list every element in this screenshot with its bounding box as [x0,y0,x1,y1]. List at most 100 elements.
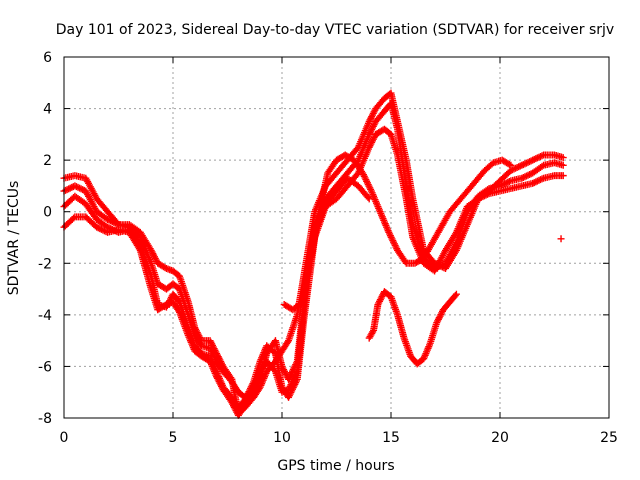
data-points [60,89,567,419]
data-point [515,163,523,171]
data-point [68,183,76,191]
data-point [451,292,459,300]
data-point [65,185,73,193]
data-point [502,179,510,187]
data-point [519,161,527,169]
data-point [521,173,529,181]
data-point [524,171,532,179]
data-point [559,172,567,180]
data-point [72,183,80,191]
data-point [533,177,541,185]
data-point [100,227,108,235]
data-point [538,152,546,160]
data-point [365,195,373,203]
data-point [79,186,87,194]
data-point [99,226,107,234]
data-point [512,164,520,172]
data-point [510,165,518,173]
data-point [513,164,521,172]
data-point [479,193,487,201]
y-tick-label: 0 [43,205,52,221]
data-point [522,172,530,180]
data-point [504,178,512,186]
data-point [476,194,484,202]
y-tick-labels: -8 -6 -4 -2 0 2 4 6 [38,50,52,427]
x-tick-label: 10 [273,430,291,446]
data-point [96,225,104,233]
data-point [559,154,567,162]
data-point [532,178,540,186]
data-point [557,235,565,243]
data-point [527,157,535,165]
data-point [535,153,543,161]
data-point [521,160,529,168]
data-point [161,264,169,272]
data-point [538,162,546,170]
chart-title: Day 101 of 2023, Sidereal Day-to-day VTE… [56,22,614,38]
data-point [522,159,530,167]
y-tick-label: 4 [43,102,52,118]
data-point [113,220,121,228]
data-point [111,219,119,227]
data-point [71,182,79,190]
y-axis-label: SDTVAR / TECUs [6,181,22,296]
x-tick-label: 20 [491,430,509,446]
axis-ticks [63,56,610,419]
data-point [364,193,372,201]
y-tick-label: -2 [38,256,52,272]
data-point [62,186,70,194]
data-point [533,154,541,162]
data-point [161,301,169,309]
data-point [484,190,492,198]
data-point [532,155,540,163]
data-point [529,156,537,164]
data-point [110,218,118,226]
data-point [63,186,71,194]
data-point [536,176,544,184]
data-point [108,218,116,226]
data-point [505,178,513,186]
data-point [519,173,527,181]
x-axis-label: GPS time / hours [277,458,394,474]
data-point [107,217,115,225]
data-point [529,179,537,187]
data-point [104,215,112,223]
data-point [74,183,82,191]
data-point [501,180,509,188]
y-tick-label: -8 [38,411,52,427]
data-point [369,328,377,336]
data-point [516,162,524,170]
y-tick-label: -4 [38,308,52,324]
data-point [530,155,538,163]
y-tick-label: 2 [43,153,52,169]
y-tick-label: -6 [38,359,52,375]
data-point [66,184,74,192]
data-point [105,216,113,224]
data-point [526,171,534,179]
data-point [70,214,78,222]
data-point [518,174,526,182]
data-point [482,191,490,199]
x-tick-labels: 0 5 10 15 20 25 [60,430,618,446]
data-point [505,160,513,168]
data-point [474,195,482,203]
data-point [94,224,102,232]
data-point [93,223,101,231]
data-point [76,184,84,192]
data-point [477,193,485,201]
data-point [526,158,534,166]
data-point [284,338,292,346]
data-point [175,307,183,315]
data-point [518,161,526,169]
data-point [480,192,488,200]
x-tick-label: 25 [600,430,618,446]
data-point [507,161,515,169]
data-point [536,152,544,160]
data-point [538,175,546,183]
data-point [97,225,105,233]
data-point [524,158,532,166]
x-tick-label: 5 [169,430,178,446]
data-point [530,179,538,187]
data-point [535,176,543,184]
